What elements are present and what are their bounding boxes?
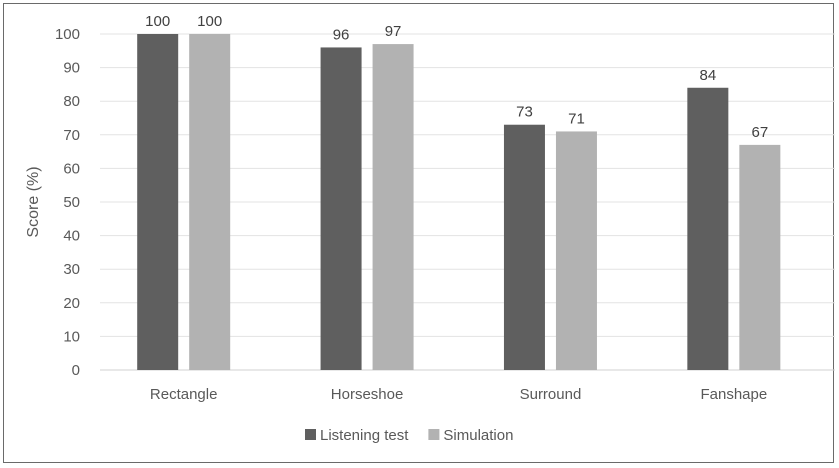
data-label: 97 [385, 23, 402, 40]
x-tick-label: Fanshape [700, 386, 767, 403]
x-tick-label: Rectangle [150, 386, 218, 403]
bar [372, 44, 414, 371]
y-tick-label: 20 [63, 295, 80, 312]
data-label: 67 [751, 124, 768, 141]
bar [189, 34, 231, 370]
bar [503, 124, 545, 370]
data-label: 71 [568, 110, 585, 127]
legend-label: Listening test [320, 427, 409, 444]
y-tick-label: 30 [63, 261, 80, 278]
y-axis-title: Score (%) [25, 166, 42, 237]
bar [687, 87, 729, 370]
bar [320, 47, 362, 370]
x-tick-label: Surround [520, 386, 582, 403]
y-tick-label: 40 [63, 228, 80, 245]
data-label: 100 [145, 13, 170, 30]
y-tick-label: 80 [63, 93, 80, 110]
y-tick-label: 90 [63, 60, 80, 77]
bar [555, 131, 597, 370]
data-label: 100 [197, 13, 222, 30]
data-label: 96 [333, 26, 350, 43]
data-label: 73 [516, 104, 533, 121]
x-tick-label: Horseshoe [331, 386, 404, 403]
y-tick-label: 10 [63, 328, 80, 345]
y-tick-label: 100 [55, 26, 80, 43]
legend-swatch [305, 429, 316, 440]
y-tick-label: 60 [63, 160, 80, 177]
y-tick-label: 50 [63, 194, 80, 211]
legend-swatch [428, 429, 440, 440]
legend-label: Simulation [443, 427, 513, 444]
chart-frame [3, 3, 834, 463]
y-tick-label: 70 [63, 127, 80, 144]
y-tick-label: 0 [72, 362, 80, 379]
data-label: 84 [699, 67, 716, 84]
bar [137, 34, 179, 370]
bar [739, 144, 781, 370]
